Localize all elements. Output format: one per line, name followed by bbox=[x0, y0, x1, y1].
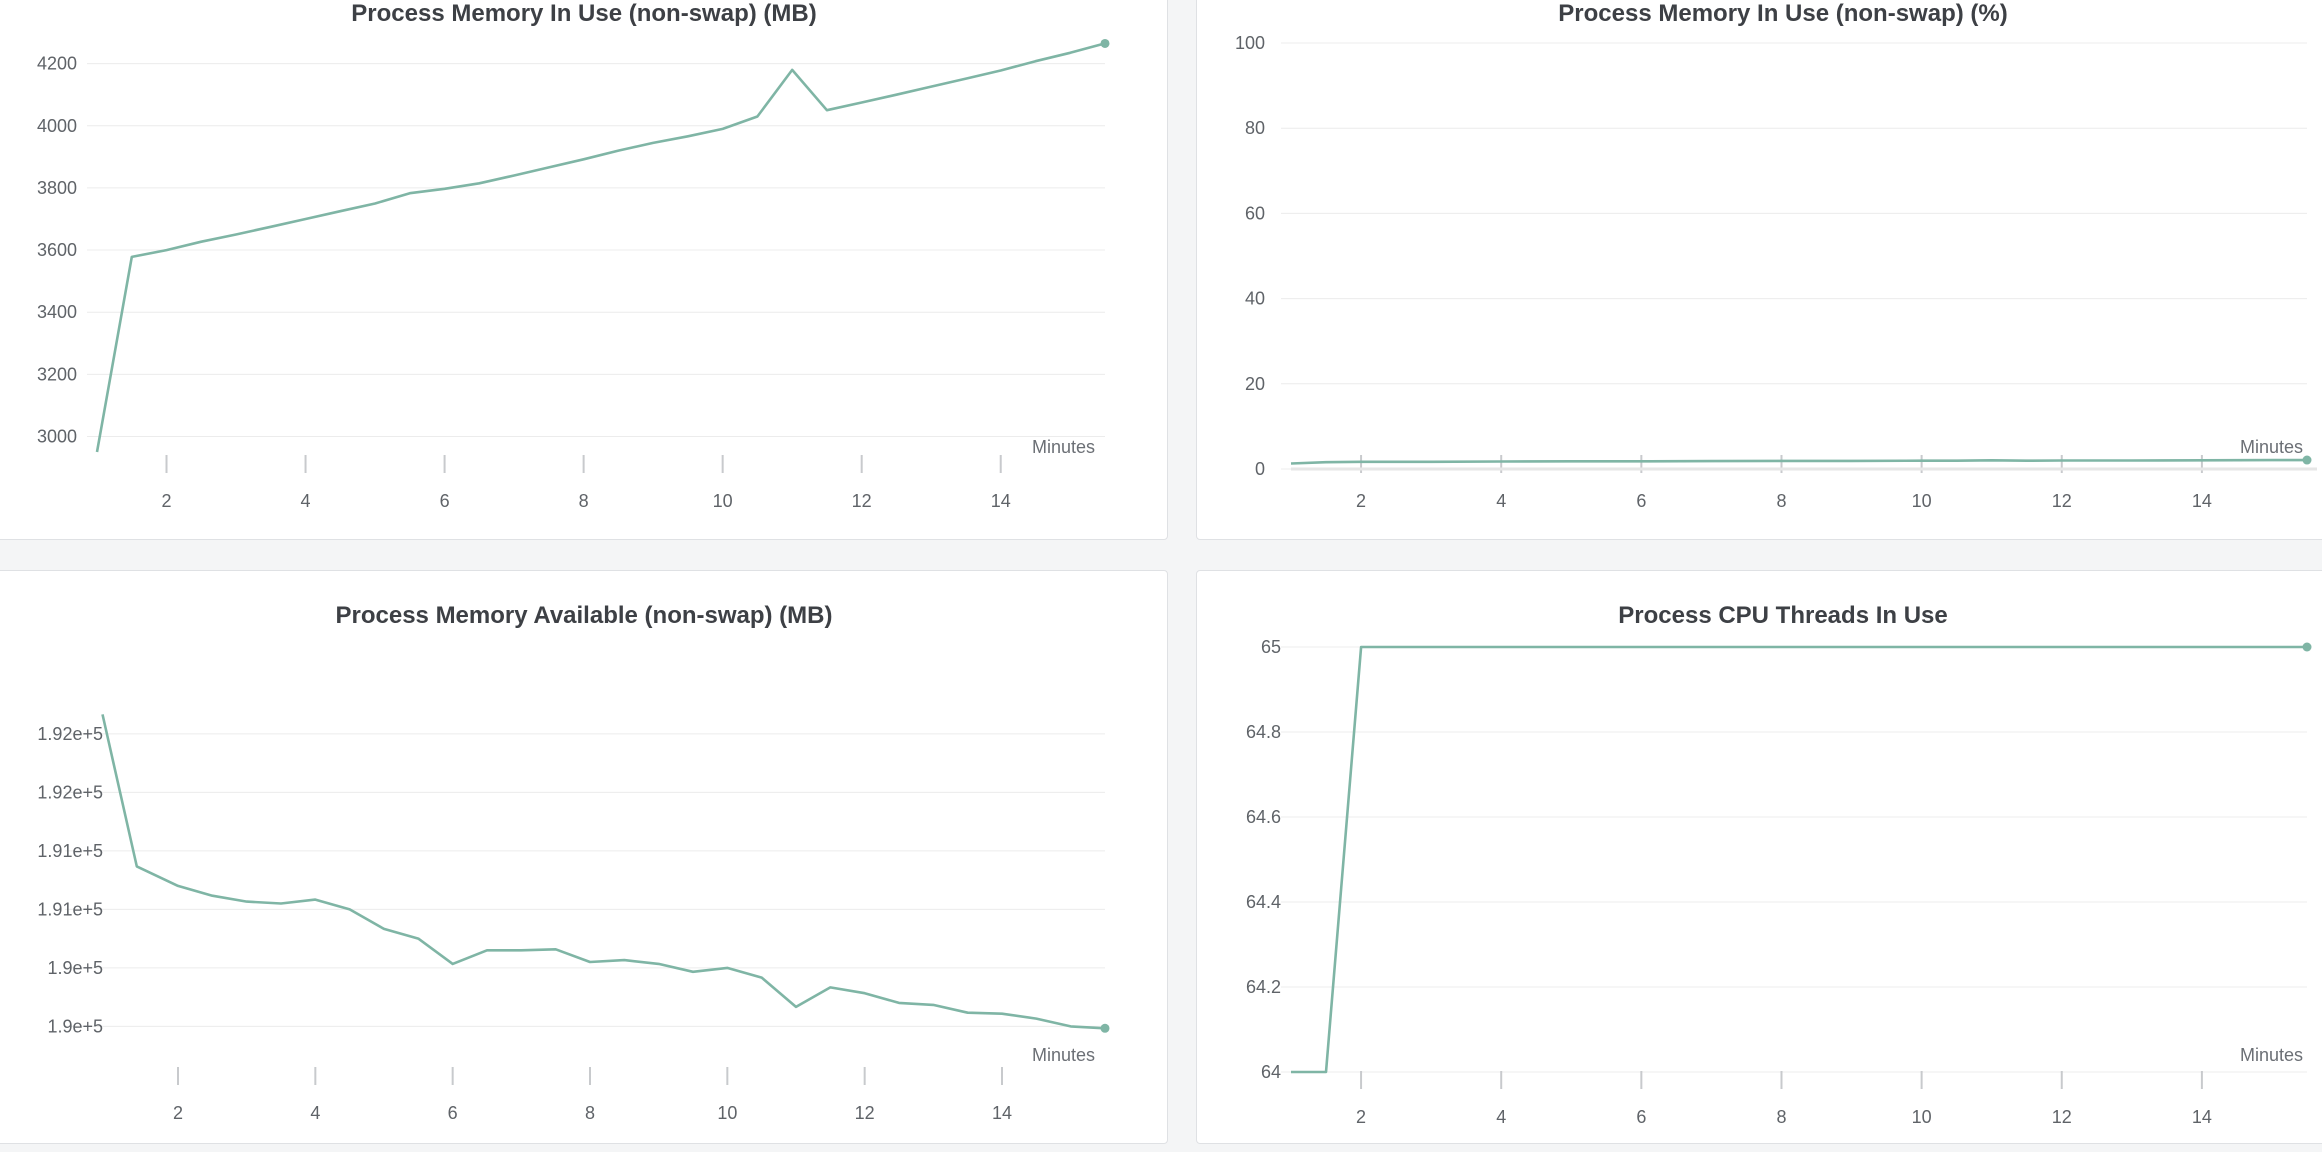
y-tick-label: 1.9e+5 bbox=[47, 1016, 103, 1036]
x-tick-label: 10 bbox=[713, 491, 733, 511]
y-tick-label: 1.92e+5 bbox=[37, 724, 103, 744]
y-tick-label: 3000 bbox=[37, 426, 77, 446]
chart-svg: Process Memory In Use (non-swap) (MB) 300… bbox=[37, 0, 1110, 511]
y-tick-label: 64.8 bbox=[1246, 722, 1281, 742]
chart-svg: Process CPU Threads In Use6464.264.464.6… bbox=[1246, 602, 2312, 1127]
series-line bbox=[95, 42, 1106, 453]
x-tick-label: 12 bbox=[855, 1103, 875, 1123]
x-tick-label: 10 bbox=[1912, 491, 1932, 511]
x-tick-label: 14 bbox=[992, 1103, 1012, 1123]
x-tick-label: 6 bbox=[448, 1103, 458, 1123]
x-tick-label: 10 bbox=[1912, 1107, 1932, 1127]
x-axis-label: Minutes bbox=[2240, 1045, 2303, 1065]
chart-panel-memory-available: Process Memory Available (non-swap) (MB)… bbox=[0, 570, 1168, 1144]
y-tick-label: 80 bbox=[1245, 118, 1265, 138]
x-tick-label: 2 bbox=[162, 491, 172, 511]
y-tick-label: 40 bbox=[1245, 289, 1265, 309]
series-line bbox=[1290, 458, 2307, 465]
x-tick-label: 2 bbox=[173, 1103, 183, 1123]
y-tick-label: 1.91e+5 bbox=[37, 899, 103, 919]
y-tick-label: 3800 bbox=[37, 178, 77, 198]
x-axis-label: Minutes bbox=[1032, 437, 1095, 457]
series-end-point bbox=[1100, 1023, 1110, 1033]
x-tick-label: 12 bbox=[2052, 1107, 2072, 1127]
x-tick-label: 4 bbox=[1496, 491, 1506, 511]
y-tick-label: 100 bbox=[1235, 33, 1265, 53]
y-tick-label: 4200 bbox=[37, 54, 77, 74]
y-tick-label: 1.92e+5 bbox=[37, 782, 103, 802]
x-tick-label: 6 bbox=[1636, 1107, 1646, 1127]
x-tick-label: 14 bbox=[2192, 1107, 2212, 1127]
chart-panel-memory-percent: Process Memory In Use (non-swap) (%) 0 20 4… bbox=[1196, 0, 2322, 540]
series-end-point bbox=[1100, 38, 1110, 48]
chart-panel-memory-mb: Process Memory In Use (non-swap) (MB) 300… bbox=[0, 0, 1168, 540]
x-tick-label: 14 bbox=[991, 491, 1011, 511]
x-tick-label: 14 bbox=[2192, 491, 2212, 511]
x-tick-label: 12 bbox=[2052, 491, 2072, 511]
y-tick-label: 64.6 bbox=[1246, 807, 1281, 827]
y-tick-label: 3400 bbox=[37, 302, 77, 322]
y-tick-label: 64 bbox=[1261, 1062, 1281, 1082]
y-tick-label: 65 bbox=[1261, 637, 1281, 657]
y-tick-label: 0 bbox=[1255, 459, 1265, 479]
x-tick-label: 6 bbox=[440, 491, 450, 511]
series-end-point bbox=[2302, 455, 2312, 465]
x-tick-label: 4 bbox=[310, 1103, 320, 1123]
x-tick-label: 8 bbox=[1776, 491, 1786, 511]
y-tick-label: 60 bbox=[1245, 203, 1265, 223]
chart-title: Process Memory In Use (non-swap) (%) bbox=[1558, 0, 2007, 27]
y-tick-label: 64.2 bbox=[1246, 977, 1281, 997]
y-tick-label: 64.4 bbox=[1246, 892, 1281, 912]
series-end-point bbox=[2302, 642, 2312, 652]
x-tick-label: 6 bbox=[1636, 491, 1646, 511]
x-tick-label: 4 bbox=[301, 491, 311, 511]
x-tick-label: 10 bbox=[717, 1103, 737, 1123]
y-tick-label: 3200 bbox=[37, 364, 77, 384]
chart-title: Process Memory Available (non-swap) (MB) bbox=[336, 602, 833, 629]
x-tick-label: 2 bbox=[1356, 491, 1366, 511]
x-tick-label: 2 bbox=[1356, 1107, 1366, 1127]
x-tick-label: 8 bbox=[579, 491, 589, 511]
y-tick-label: 20 bbox=[1245, 374, 1265, 394]
chart-title: Process Memory In Use (non-swap) (MB) bbox=[351, 0, 816, 27]
chart-panel-cpu-threads: Process CPU Threads In Use 64 64.2 64.4 64.6… bbox=[1196, 570, 2322, 1144]
chart-svg: Process Memory Available (non-swap) (MB)… bbox=[37, 602, 1110, 1123]
x-tick-label: 4 bbox=[1496, 1107, 1506, 1127]
x-tick-label: 8 bbox=[1776, 1107, 1786, 1127]
series-line bbox=[1291, 645, 2307, 1074]
chart-svg: Process Memory In Use (non-swap) (%) 0 20 4… bbox=[1235, 0, 2317, 511]
x-axis-label: Minutes bbox=[1032, 1045, 1095, 1065]
y-tick-label: 4000 bbox=[37, 116, 77, 136]
chart-title: Process CPU Threads In Use bbox=[1618, 602, 1947, 629]
y-tick-label: 1.9e+5 bbox=[47, 958, 103, 978]
x-tick-label: 8 bbox=[585, 1103, 595, 1123]
x-axis-label: Minutes bbox=[2240, 437, 2303, 457]
y-tick-label: 1.91e+5 bbox=[37, 841, 103, 861]
y-tick-label: 3600 bbox=[37, 240, 77, 260]
x-tick-label: 12 bbox=[852, 491, 872, 511]
series-line bbox=[101, 714, 1106, 1030]
